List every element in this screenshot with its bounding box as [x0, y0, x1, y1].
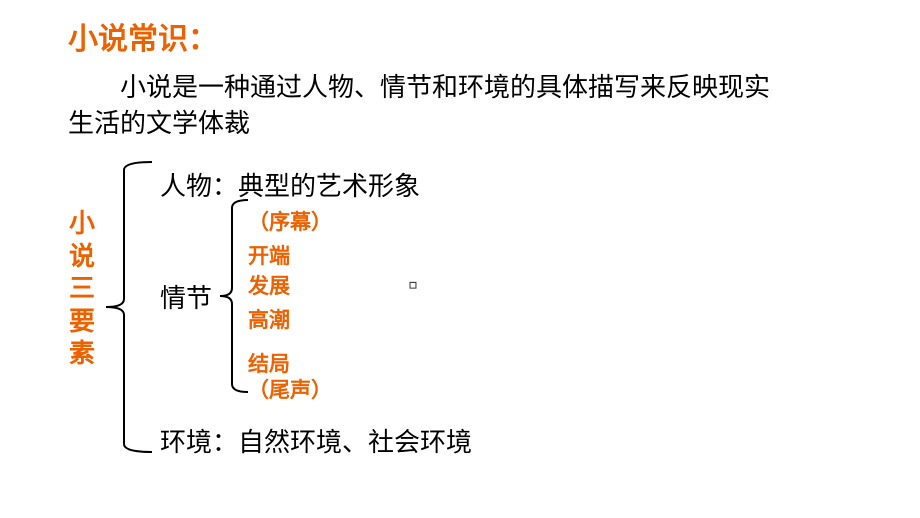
- definition-text: 小说是一种通过人物、情节和环境的具体描写来反映现实生活的文学体裁: [68, 70, 788, 143]
- brace-small-icon: [220, 198, 250, 394]
- plot-stage-climax: 高潮: [248, 304, 290, 334]
- element-plot-label: 情节: [160, 278, 212, 315]
- plot-stage-prologue: （序幕）: [248, 206, 332, 236]
- plot-stage-opening: 开端: [248, 240, 290, 270]
- main-category-label: 小说三要素: [68, 208, 96, 371]
- plot-stage-epilogue: （尾声）: [248, 374, 332, 404]
- cursor-icon: ▫: [408, 270, 418, 302]
- element-character: 人物：典型的艺术形象: [160, 166, 420, 203]
- element-environment: 环境：自然环境、社会环境: [160, 422, 472, 459]
- brace-large-icon: [104, 160, 154, 454]
- plot-stage-development: 发展: [248, 270, 290, 300]
- page-title: 小说常识：: [68, 14, 218, 58]
